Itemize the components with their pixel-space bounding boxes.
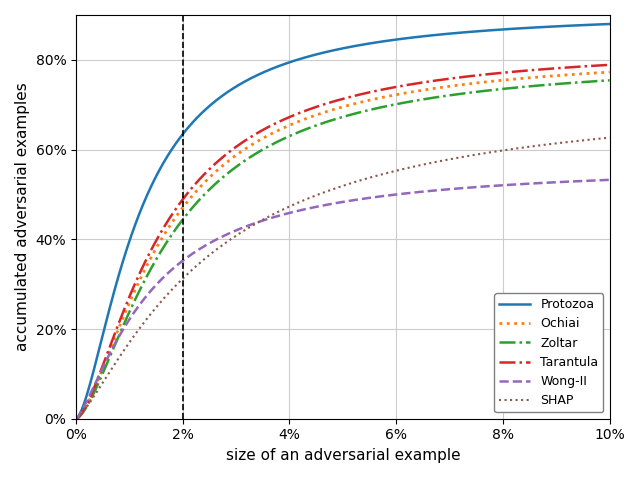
Tarantula xyxy=(606,62,614,68)
Wong-II xyxy=(284,210,292,216)
Line: Protozoa: Protozoa xyxy=(76,24,610,419)
Line: Ochiai: Ochiai xyxy=(76,72,610,419)
Wong-II xyxy=(249,221,257,227)
SHAP xyxy=(179,276,186,282)
Protozoa xyxy=(606,21,614,27)
Tarantula xyxy=(284,115,292,120)
Tarantula xyxy=(582,64,589,69)
Y-axis label: accumulated adversarial examples: accumulated adversarial examples xyxy=(15,83,30,351)
Zoltar xyxy=(72,416,80,422)
Ochiai xyxy=(179,206,186,211)
SHAP xyxy=(396,167,403,173)
Tarantula xyxy=(328,99,336,105)
Ochiai xyxy=(606,69,614,75)
Tarantula xyxy=(249,133,257,139)
Zoltar xyxy=(606,77,614,83)
Protozoa xyxy=(72,416,80,422)
SHAP xyxy=(249,222,257,228)
Ochiai xyxy=(249,141,257,147)
Zoltar xyxy=(249,152,257,158)
Zoltar xyxy=(582,79,589,85)
Zoltar xyxy=(328,117,336,123)
Legend: Protozoa, Ochiai, Zoltar, Tarantula, Wong-II, SHAP: Protozoa, Ochiai, Zoltar, Tarantula, Won… xyxy=(494,293,604,413)
Ochiai xyxy=(284,123,292,129)
Wong-II xyxy=(179,258,186,264)
Protozoa xyxy=(396,36,403,42)
Wong-II xyxy=(582,178,589,184)
Line: SHAP: SHAP xyxy=(76,138,610,419)
Line: Wong-II: Wong-II xyxy=(76,180,610,419)
SHAP xyxy=(72,416,80,422)
Ochiai xyxy=(72,416,80,422)
Line: Tarantula: Tarantula xyxy=(76,65,610,419)
Zoltar xyxy=(396,101,403,107)
Protozoa xyxy=(249,75,257,80)
Wong-II xyxy=(72,416,80,422)
Tarantula xyxy=(396,84,403,89)
Zoltar xyxy=(179,217,186,223)
Tarantula xyxy=(179,197,186,203)
Ochiai xyxy=(582,71,589,76)
Protozoa xyxy=(284,60,292,65)
Wong-II xyxy=(328,201,336,206)
X-axis label: size of an adversarial example: size of an adversarial example xyxy=(225,448,460,463)
Protozoa xyxy=(328,48,336,54)
Protozoa xyxy=(179,132,186,138)
Wong-II xyxy=(606,177,614,183)
SHAP xyxy=(284,204,292,210)
Tarantula xyxy=(72,416,80,422)
Ochiai xyxy=(396,91,403,97)
SHAP xyxy=(606,135,614,141)
SHAP xyxy=(328,186,336,192)
Ochiai xyxy=(328,107,336,113)
SHAP xyxy=(582,137,589,143)
Zoltar xyxy=(284,134,292,140)
Wong-II xyxy=(396,191,403,197)
Protozoa xyxy=(582,22,589,28)
Line: Zoltar: Zoltar xyxy=(76,80,610,419)
